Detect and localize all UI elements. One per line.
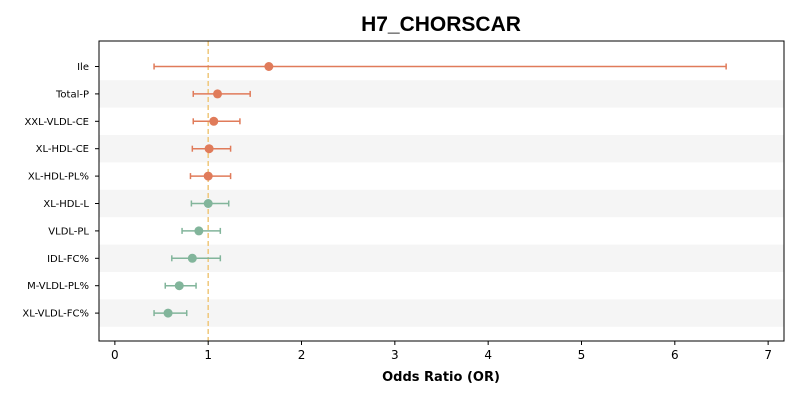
row-band — [99, 299, 784, 327]
data-row — [192, 89, 251, 99]
data-row — [181, 226, 222, 236]
x-tick-label: 4 — [484, 348, 492, 362]
x-axis-ticks: 0 1 2 3 4 5 6 7 — [111, 341, 772, 362]
y-tick-label: XL-HDL-CE — [36, 144, 89, 155]
or-point — [209, 116, 219, 126]
or-point — [194, 226, 204, 236]
or-point — [174, 281, 184, 291]
y-tick-label: Total-P — [55, 89, 89, 100]
y-tick-label: XXL-VLDL-CE — [24, 117, 89, 128]
x-tick-label: 1 — [204, 348, 212, 362]
or-point — [204, 144, 214, 154]
x-axis-label: Odds Ratio (OR) — [382, 370, 500, 385]
or-point — [203, 171, 213, 181]
x-tick-label: 5 — [578, 348, 586, 362]
data-marks — [153, 62, 727, 318]
x-tick-label: 7 — [764, 348, 772, 362]
data-row — [190, 199, 230, 208]
y-tick-label: Ile — [77, 62, 89, 73]
data-row — [192, 116, 241, 126]
plot-frame — [98, 40, 785, 342]
or-point — [203, 199, 213, 208]
y-tick-label: VLDL-PL — [48, 226, 89, 237]
chart-title: H7_CHORSCAR — [361, 13, 521, 36]
data-row — [153, 308, 188, 318]
y-tick-label: XL-VLDL-FC% — [22, 309, 89, 320]
or-point — [163, 308, 173, 318]
y-tick-label: XL-HDL-L — [43, 199, 89, 210]
or-point — [213, 89, 223, 99]
y-axis-ticks: Ile Total-P XXL-VLDL-CE XL-HDL-CE XL-HDL-PL%… — [22, 62, 99, 320]
data-row — [164, 281, 197, 291]
data-row — [171, 253, 222, 263]
y-tick-label: M-VLDL-PL% — [27, 281, 89, 292]
y-tick-label: XL-HDL-PL% — [28, 172, 89, 183]
or-point — [264, 62, 274, 71]
data-row — [153, 62, 727, 71]
data-row — [189, 171, 232, 181]
row-bands — [99, 80, 784, 327]
x-tick-label: 6 — [671, 348, 679, 362]
y-tick-label: IDL-FC% — [47, 254, 89, 265]
or-point — [187, 253, 197, 263]
x-tick-label: 3 — [391, 348, 399, 362]
x-tick-label: 0 — [111, 348, 119, 362]
x-tick-label: 2 — [298, 348, 306, 362]
data-row — [191, 144, 232, 154]
